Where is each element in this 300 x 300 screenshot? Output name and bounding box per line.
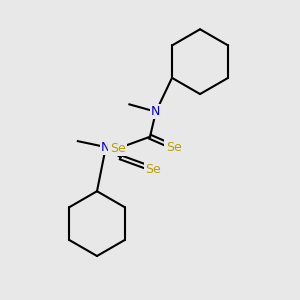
Text: Se: Se <box>166 141 182 154</box>
Text: Se: Se <box>145 163 161 176</box>
Text: Se: Se <box>110 142 125 155</box>
Text: N: N <box>151 105 160 118</box>
Text: N: N <box>101 141 110 154</box>
